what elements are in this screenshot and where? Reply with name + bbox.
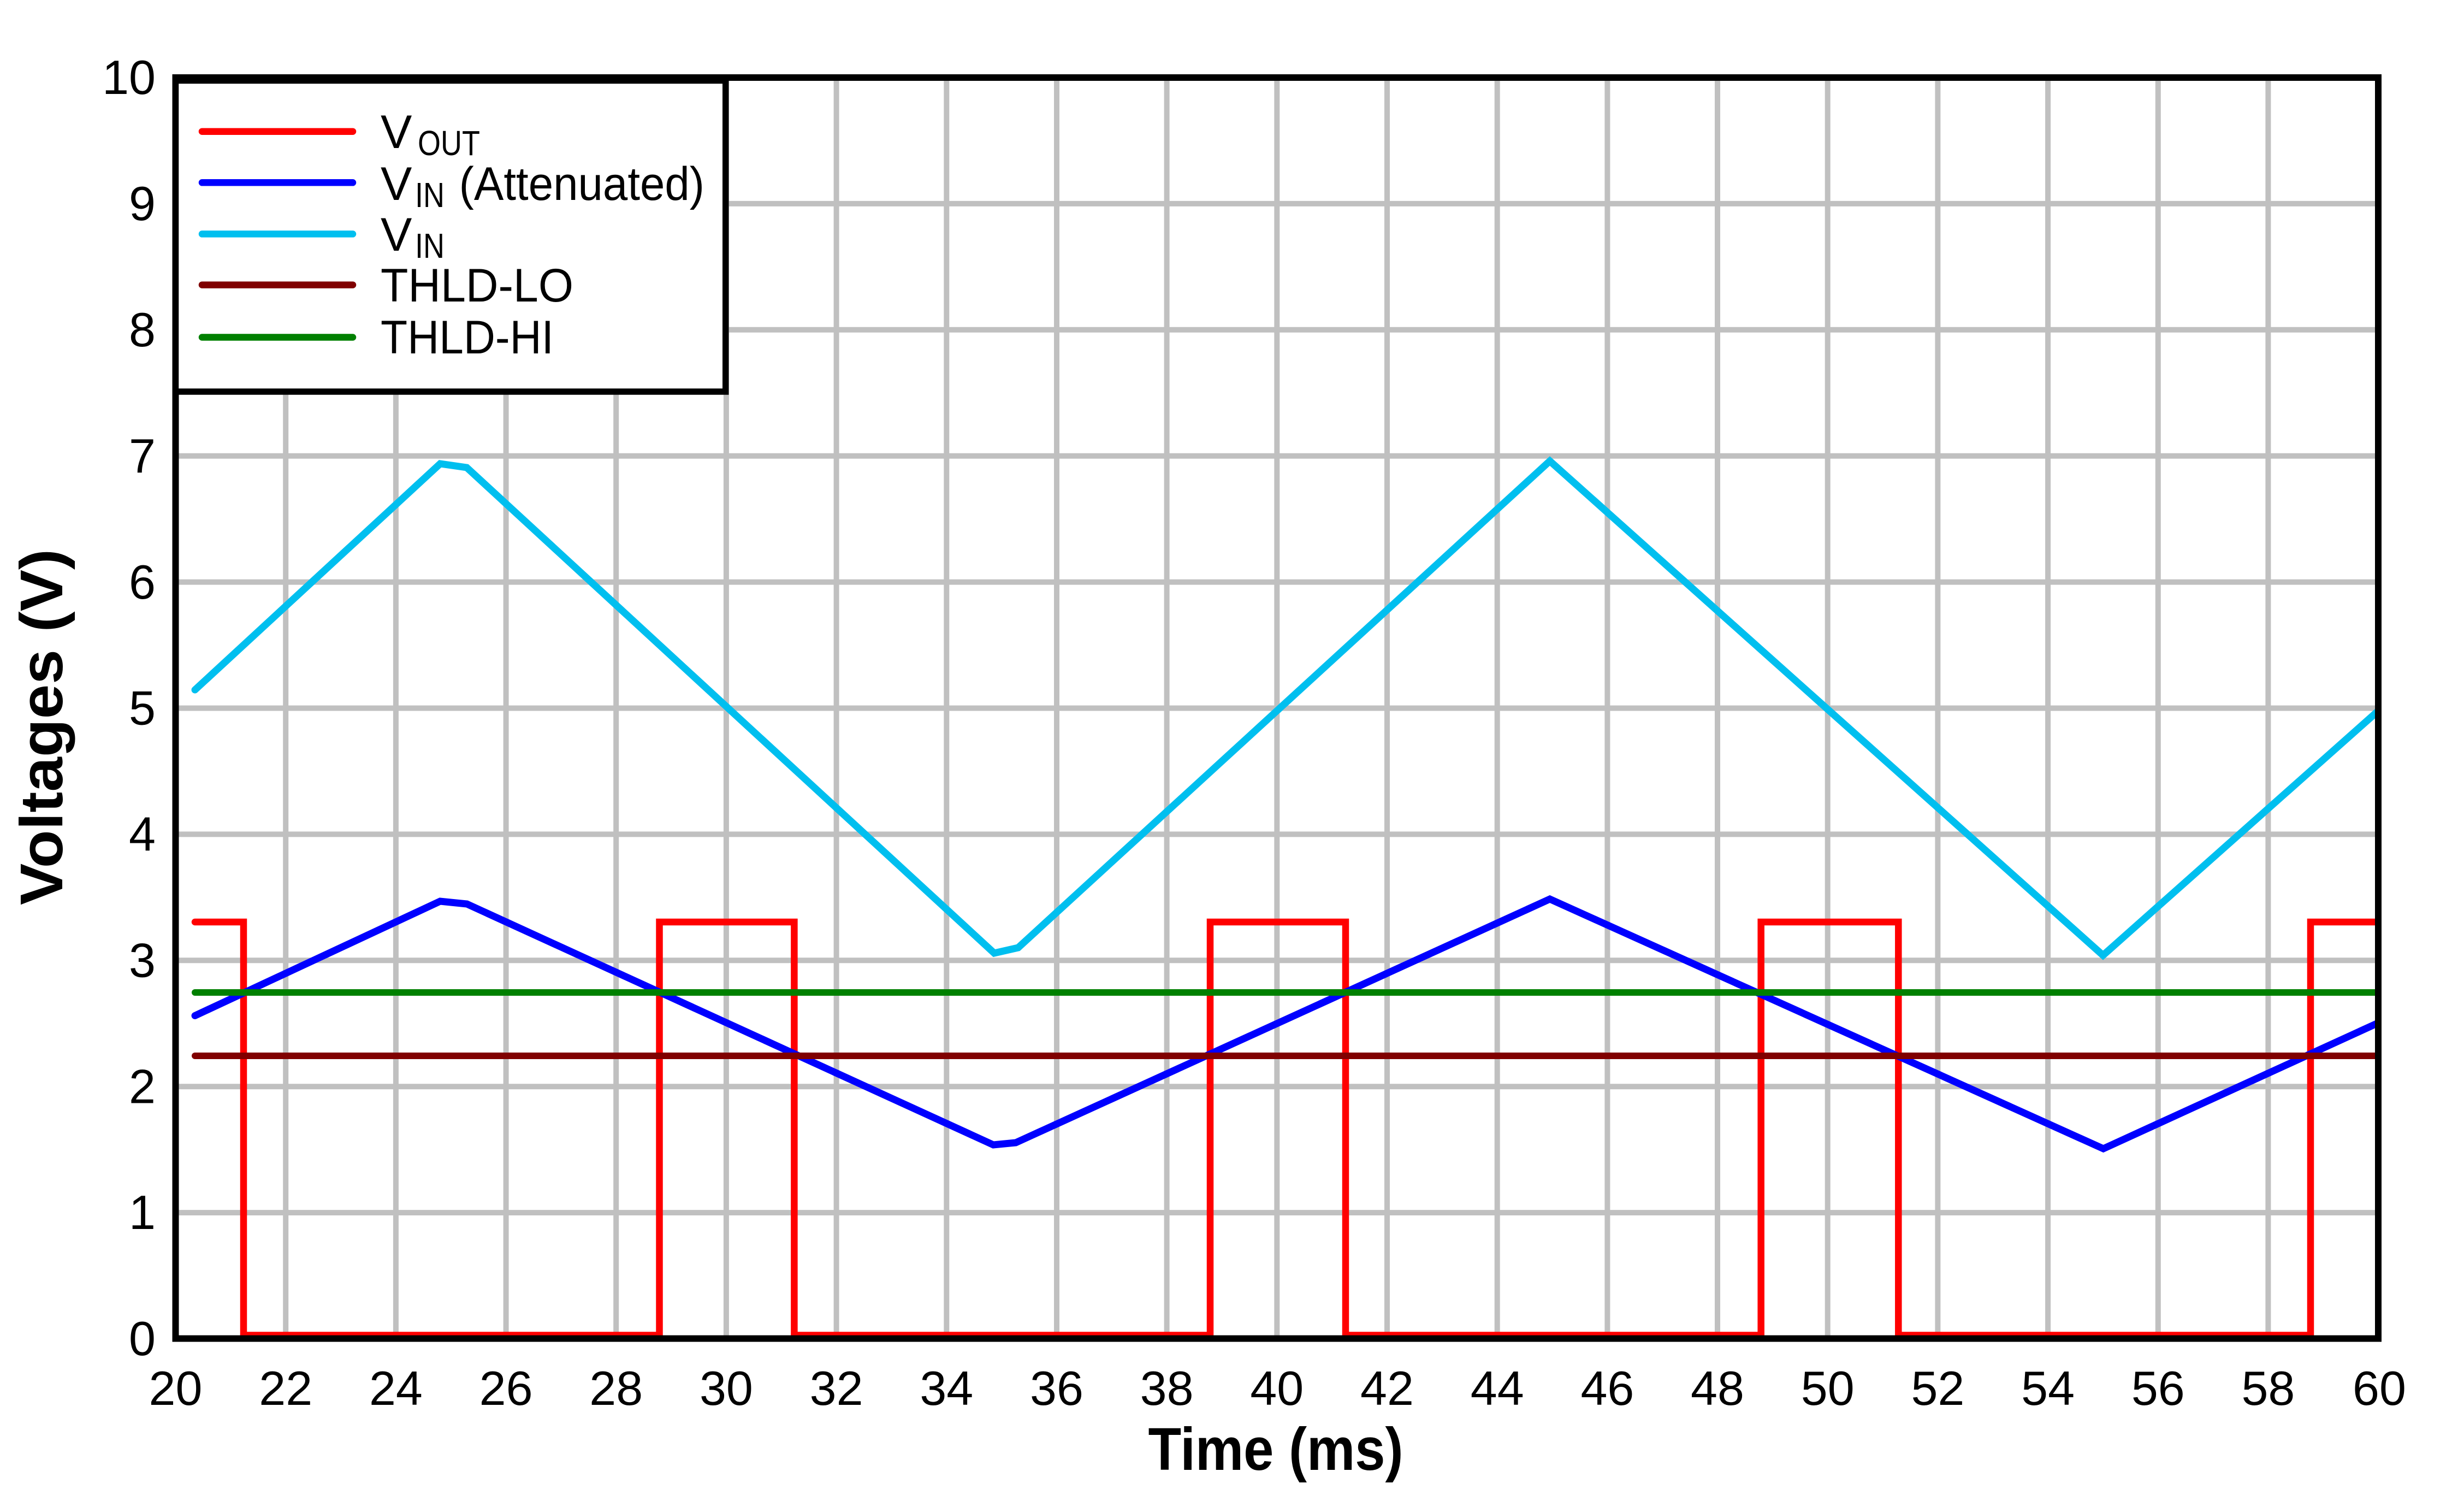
svg-text:THLD-LO: THLD-LO — [381, 259, 573, 312]
svg-text:36: 36 — [1030, 1361, 1083, 1415]
svg-text:52: 52 — [1911, 1361, 1964, 1415]
svg-text:38: 38 — [1140, 1361, 1194, 1415]
svg-text:2: 2 — [129, 1059, 156, 1113]
svg-text:56: 56 — [2131, 1361, 2185, 1415]
svg-text:4: 4 — [129, 807, 156, 861]
svg-text:24: 24 — [369, 1361, 423, 1415]
svg-text:VIN (Attenuated): VIN (Attenuated) — [381, 158, 704, 215]
svg-text:1: 1 — [129, 1185, 156, 1239]
svg-text:0: 0 — [129, 1311, 156, 1366]
svg-text:10: 10 — [102, 50, 156, 104]
svg-text:22: 22 — [259, 1361, 312, 1415]
svg-text:Voltages (V): Voltages (V) — [8, 549, 75, 905]
svg-text:5: 5 — [129, 681, 156, 735]
svg-text:9: 9 — [129, 176, 156, 231]
svg-text:26: 26 — [479, 1361, 533, 1415]
svg-text:34: 34 — [920, 1361, 973, 1415]
svg-text:60: 60 — [2353, 1361, 2406, 1415]
svg-text:40: 40 — [1250, 1361, 1304, 1415]
svg-text:32: 32 — [810, 1361, 863, 1415]
svg-text:3: 3 — [129, 933, 156, 987]
svg-text:42: 42 — [1360, 1361, 1414, 1415]
svg-text:8: 8 — [129, 303, 156, 357]
svg-text:54: 54 — [2021, 1361, 2075, 1415]
svg-text:30: 30 — [700, 1361, 753, 1415]
svg-text:48: 48 — [1691, 1361, 1744, 1415]
svg-text:50: 50 — [1801, 1361, 1855, 1415]
svg-text:THLD-HI: THLD-HI — [381, 311, 554, 364]
svg-text:46: 46 — [1580, 1361, 1634, 1415]
svg-text:7: 7 — [129, 429, 156, 483]
svg-text:20: 20 — [149, 1361, 203, 1415]
svg-text:6: 6 — [129, 555, 156, 609]
svg-text:Time (ms): Time (ms) — [1148, 1416, 1403, 1483]
svg-text:58: 58 — [2241, 1361, 2295, 1415]
svg-text:44: 44 — [1471, 1361, 1524, 1415]
svg-text:28: 28 — [589, 1361, 643, 1415]
